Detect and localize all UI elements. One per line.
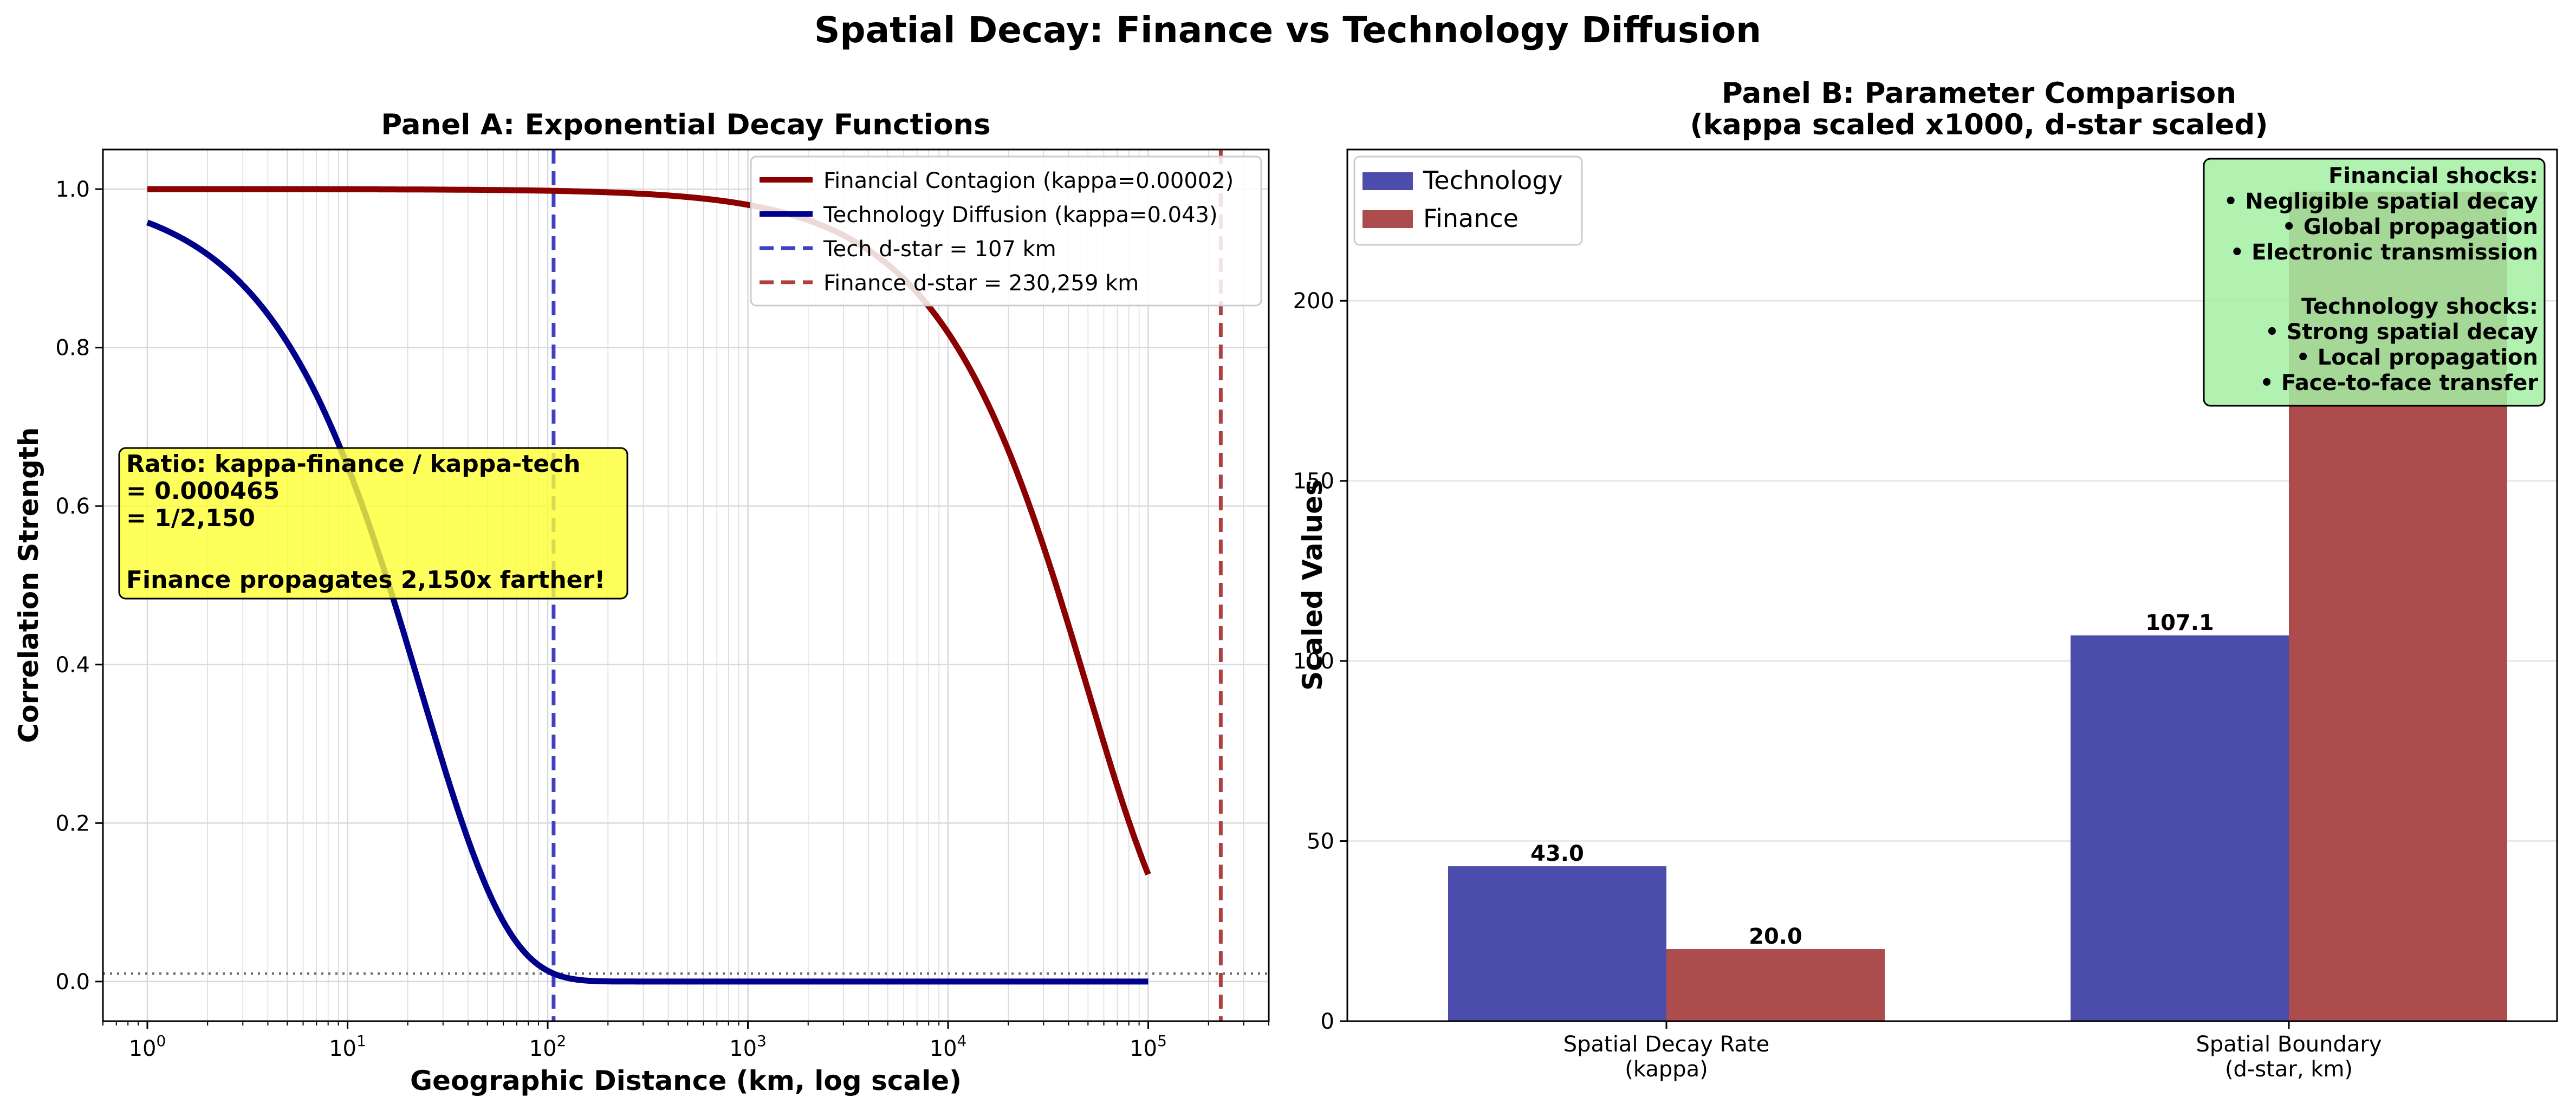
ratio-annotation-box (118, 447, 628, 600)
legend-tech-dstar-label: Tech d-star = 107 km (823, 237, 1056, 262)
ratio-line-2: = 0.000465 (126, 477, 280, 505)
panel-b-y-label: Scaled Values (1297, 479, 1328, 691)
summary-line-6: Technology shocks: (2301, 294, 2538, 319)
panel-a-axes-frame (102, 148, 1270, 1022)
y-tick-label: 0.0 (55, 970, 90, 995)
legend-finance-label: Finance (1423, 204, 1519, 233)
panel-b-y-ticks: 0 50 100 150 200 (1293, 289, 1347, 1034)
y-tick-label: 50 (1307, 829, 1334, 854)
summary-line-8: • Local propagation (2296, 345, 2538, 370)
legend-finance-line-label: Financial Contagion (kappa=0.00002) (823, 168, 1234, 193)
y-tick-label: 0.2 (55, 811, 90, 836)
summary-line-4: • Electronic transmission (2230, 240, 2538, 265)
panel-a-legend: Financial Contagion (kappa=0.00002) Tech… (750, 155, 1262, 307)
x-tick-label: 103 (729, 1032, 767, 1061)
summary-line-3: • Global propagation (2282, 215, 2538, 239)
panel-b-bar-chart: Panel B: Parameter Comparison (kappa sca… (1293, 77, 2558, 1082)
figure-title: Spatial Decay: Finance vs Technology Dif… (814, 9, 1761, 51)
bar-value-label: 107.1 (2145, 611, 2214, 635)
x-category-label: (kappa) (1625, 1057, 1708, 1082)
summary-line-1: Financial shocks: (2328, 164, 2538, 189)
summary-line-9: • Face-to-face transfer (2260, 371, 2538, 395)
x-category-label: Spatial Decay Rate (1563, 1032, 1769, 1057)
y-tick-label: 0.4 (55, 653, 90, 678)
legend-finance-swatch (1362, 210, 1413, 228)
panel-b-x-ticks: Spatial Decay Rate(kappa) Spatial Boundar… (1563, 1021, 2382, 1082)
panel-a-title: Panel A: Exponential Decay Functions (381, 108, 990, 141)
x-tick-label: 101 (329, 1032, 366, 1061)
finance-bar-kappa (1666, 949, 1885, 1021)
panel-a-y-ticks: 0.0 0.2 0.4 0.6 0.8 1.0 (55, 177, 103, 995)
panel-b-legend: Technology Finance (1353, 155, 1583, 246)
y-tick-label: 0 (1321, 1009, 1334, 1034)
technology-bar-kappa (1448, 866, 1666, 1021)
bar-value-label: 20.0 (1749, 924, 1802, 949)
ratio-annotation: Ratio: kappa-finance / kappa-tech = 0.00… (118, 447, 628, 600)
x-category-label: (d-star, km) (2225, 1057, 2353, 1082)
bar-value-label: 43.0 (1530, 841, 1584, 866)
panel-b-title: Panel B: Parameter Comparison (1722, 77, 2236, 110)
x-tick-label: 100 (129, 1032, 166, 1061)
panel-b-subtitle: (kappa scaled x1000, d-star scaled) (1690, 108, 2268, 141)
x-tick-label: 102 (529, 1032, 567, 1061)
y-tick-label: 0.6 (55, 494, 90, 519)
panel-a-legend-frame (750, 155, 1262, 307)
y-tick-label: 100 (1293, 649, 1334, 674)
x-tick-label: 105 (1130, 1032, 1167, 1061)
x-tick-label: 104 (930, 1032, 967, 1061)
legend-finance-dstar-label: Finance d-star = 230,259 km (823, 271, 1139, 296)
panel-a-x-label: Geographic Distance (km, log scale) (410, 1065, 962, 1096)
y-tick-label: 0.8 (55, 336, 90, 361)
panel-b-axes-frame (1346, 148, 2558, 1022)
ratio-line-5: Finance propagates 2,150x farther! (126, 566, 605, 594)
legend-technology-swatch (1362, 172, 1413, 190)
panel-a-line-chart: Panel A: Exponential Decay Functions 100… (13, 108, 1270, 1096)
x-category-label: Spatial Boundary (2196, 1032, 2382, 1057)
legend-tech-line-label: Technology Diffusion (kappa=0.043) (823, 203, 1218, 228)
technology-decay-curve (146, 219, 1150, 985)
summary-annotation: Financial shocks: • Negligible spatial d… (2203, 158, 2546, 407)
y-tick-label: 200 (1293, 289, 1334, 314)
ratio-line-1: Ratio: kappa-finance / kappa-tech (126, 450, 581, 478)
technology-bar-dstar (2071, 635, 2289, 1021)
panel-a-x-ticks: 100 101 102 103 104 105 (102, 1021, 1269, 1061)
panel-a-series (146, 186, 1151, 985)
finance-decay-curve (146, 186, 1151, 875)
ratio-line-3: = 1/2,150 (126, 504, 255, 532)
y-tick-label: 1.0 (55, 177, 90, 202)
summary-line-2: • Negligible spatial decay (2224, 189, 2538, 214)
legend-technology-label: Technology (1423, 166, 1563, 195)
summary-line-7: • Strong spatial decay (2265, 320, 2538, 345)
panel-a-y-label: Correlation Strength (13, 427, 44, 743)
y-tick-label: 150 (1293, 469, 1334, 494)
panel-b-bar-labels: 43.0 107.1 20.0 (1530, 611, 2214, 949)
summary-annotation-box (2203, 158, 2546, 407)
